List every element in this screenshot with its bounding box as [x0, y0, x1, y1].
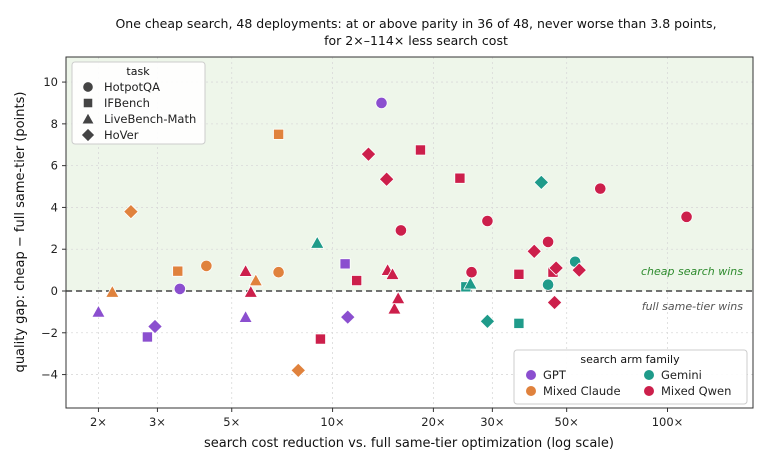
data-point	[314, 333, 326, 345]
data-point	[513, 268, 525, 280]
data-point	[465, 266, 478, 279]
data-point	[351, 275, 363, 287]
data-point	[173, 282, 186, 296]
family-legend-box	[513, 349, 748, 405]
data-point	[290, 362, 307, 379]
legend-marker-diamond	[80, 127, 96, 143]
annotation-full-wins: full same-tier wins	[642, 300, 744, 313]
data-point	[272, 266, 285, 279]
y-tick-label: −4	[41, 368, 58, 382]
data-point	[339, 258, 351, 270]
family-legend-swatch	[644, 370, 654, 380]
task-legend-label: LiveBench-Math	[104, 112, 196, 126]
data-point	[541, 235, 555, 249]
data-point	[546, 294, 563, 311]
family-legend-label: GPT	[543, 368, 567, 382]
family-legend-title: search arm family	[580, 353, 680, 366]
family-legend-label: Mixed Qwen	[661, 384, 731, 398]
data-point	[172, 265, 184, 277]
task-legend-box	[71, 61, 206, 145]
data-point	[141, 331, 153, 343]
family-legend-label: Mixed Claude	[543, 384, 621, 398]
x-tick-label: 20×	[421, 415, 445, 429]
data-point	[339, 309, 356, 325]
data-point	[533, 174, 550, 191]
family-legend-swatch	[644, 386, 654, 396]
task-legend-label: HotpotQA	[104, 80, 160, 94]
data-point	[248, 273, 264, 287]
grid-lines	[66, 57, 753, 408]
family-legend-swatch	[526, 386, 536, 396]
x-axis-ticks: 2× 3× 5× 10× 20× 30× 50× 100×	[90, 408, 683, 429]
x-axis-label: search cost reduction vs. full same-tier…	[204, 436, 614, 451]
data-point	[414, 144, 426, 156]
x-tick-label: 3×	[149, 415, 166, 429]
family-legend: search arm family GPT Gemini Mixed Claude M…	[513, 349, 748, 405]
data-point	[548, 260, 564, 276]
x-tick-label: 5×	[223, 415, 240, 429]
data-point	[123, 203, 139, 220]
data-point	[390, 290, 406, 304]
family-legend-swatch	[526, 370, 536, 380]
legend-marker-square	[82, 97, 94, 109]
x-tick-label: 100×	[652, 415, 684, 429]
data-point	[309, 235, 325, 249]
legend-marker-triangle	[81, 112, 95, 125]
data-point	[571, 262, 587, 278]
x-tick-label: 10×	[320, 415, 344, 429]
data-point	[360, 146, 377, 162]
data-point	[147, 318, 163, 335]
y-tick-label: 10	[43, 75, 58, 89]
plot-frame	[65, 56, 754, 409]
y-tick-label: −2	[41, 326, 58, 340]
data-point	[680, 210, 693, 223]
data-point	[238, 263, 253, 277]
task-legend-title: task	[126, 65, 150, 78]
data-point	[273, 128, 285, 140]
data-point	[479, 313, 496, 330]
data-point	[541, 278, 555, 291]
x-tick-label: 2×	[90, 415, 107, 429]
data-point	[594, 182, 607, 195]
y-tick-label: 4	[51, 200, 58, 214]
data-points	[91, 96, 693, 379]
y-tick-label: 6	[51, 159, 58, 173]
data-point	[513, 317, 525, 329]
y-axis-ticks: 10 8 6 4 2 0 −2 −4	[41, 75, 66, 382]
task-legend-label: HoVer	[104, 128, 139, 142]
data-point	[463, 276, 478, 290]
y-tick-label: 8	[51, 117, 58, 131]
annotation-cheap-wins: cheap search wins	[641, 265, 743, 278]
data-point	[105, 284, 120, 298]
data-point	[526, 243, 542, 260]
chart-title-line2: for 2×–114× less search cost	[324, 33, 508, 48]
data-point	[375, 96, 388, 110]
task-legend-label: IFBench	[104, 96, 150, 110]
data-point	[238, 309, 253, 323]
data-point	[243, 284, 259, 298]
y-axis-label: quality gap: cheap − full same-tier (poi…	[13, 92, 28, 373]
chart-title-line1: One cheap search, 48 deployments: at or …	[115, 16, 716, 31]
x-tick-label: 30×	[480, 415, 504, 429]
y-tick-label: 2	[51, 242, 58, 256]
y-tick-label: 0	[51, 284, 58, 298]
data-point	[91, 304, 106, 318]
legend-marker-circle	[82, 81, 94, 93]
data-point	[385, 266, 400, 280]
data-point	[394, 224, 408, 237]
data-point	[200, 259, 213, 273]
family-legend-label: Gemini	[661, 368, 702, 382]
data-point	[481, 214, 494, 228]
x-tick-label: 50×	[555, 415, 579, 429]
data-point	[387, 301, 402, 315]
data-point	[454, 172, 466, 184]
task-legend: task HotpotQA IFBench LiveBench-Math HoVer	[71, 61, 206, 145]
data-point	[378, 171, 395, 187]
